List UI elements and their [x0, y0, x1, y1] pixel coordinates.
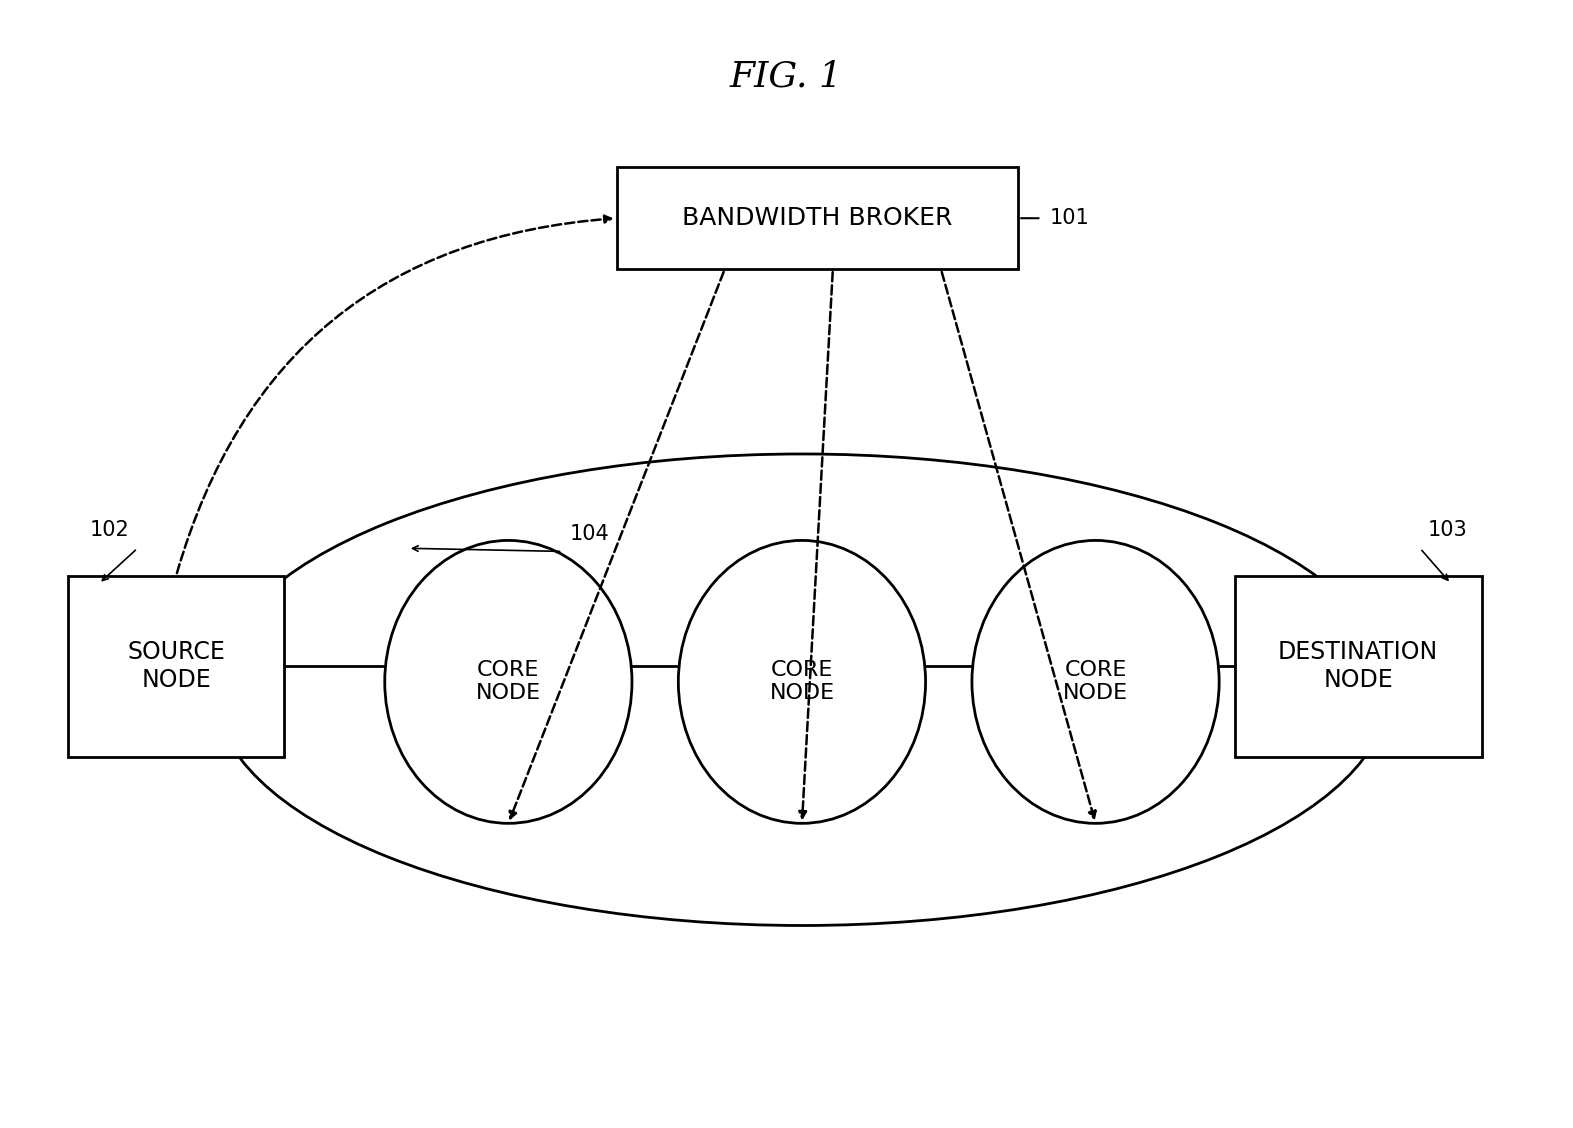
Text: CORE
NODE: CORE NODE: [1063, 660, 1128, 704]
Text: CORE
NODE: CORE NODE: [769, 660, 835, 704]
Text: CORE
NODE: CORE NODE: [475, 660, 541, 704]
Text: SOURCE
NODE: SOURCE NODE: [127, 641, 225, 693]
Text: 101: 101: [1049, 209, 1089, 228]
Text: 104: 104: [569, 523, 610, 544]
Ellipse shape: [678, 540, 925, 823]
Ellipse shape: [385, 540, 632, 823]
Text: BANDWIDTH BROKER: BANDWIDTH BROKER: [683, 206, 953, 230]
Text: FIG. 1: FIG. 1: [730, 60, 843, 94]
Text: 103: 103: [1428, 520, 1468, 540]
Bar: [68, 575, 285, 757]
Text: 102: 102: [90, 520, 131, 540]
Bar: [617, 167, 1018, 270]
Ellipse shape: [972, 540, 1219, 823]
Text: DESTINATION
NODE: DESTINATION NODE: [1279, 641, 1438, 693]
Bar: [1235, 575, 1482, 757]
